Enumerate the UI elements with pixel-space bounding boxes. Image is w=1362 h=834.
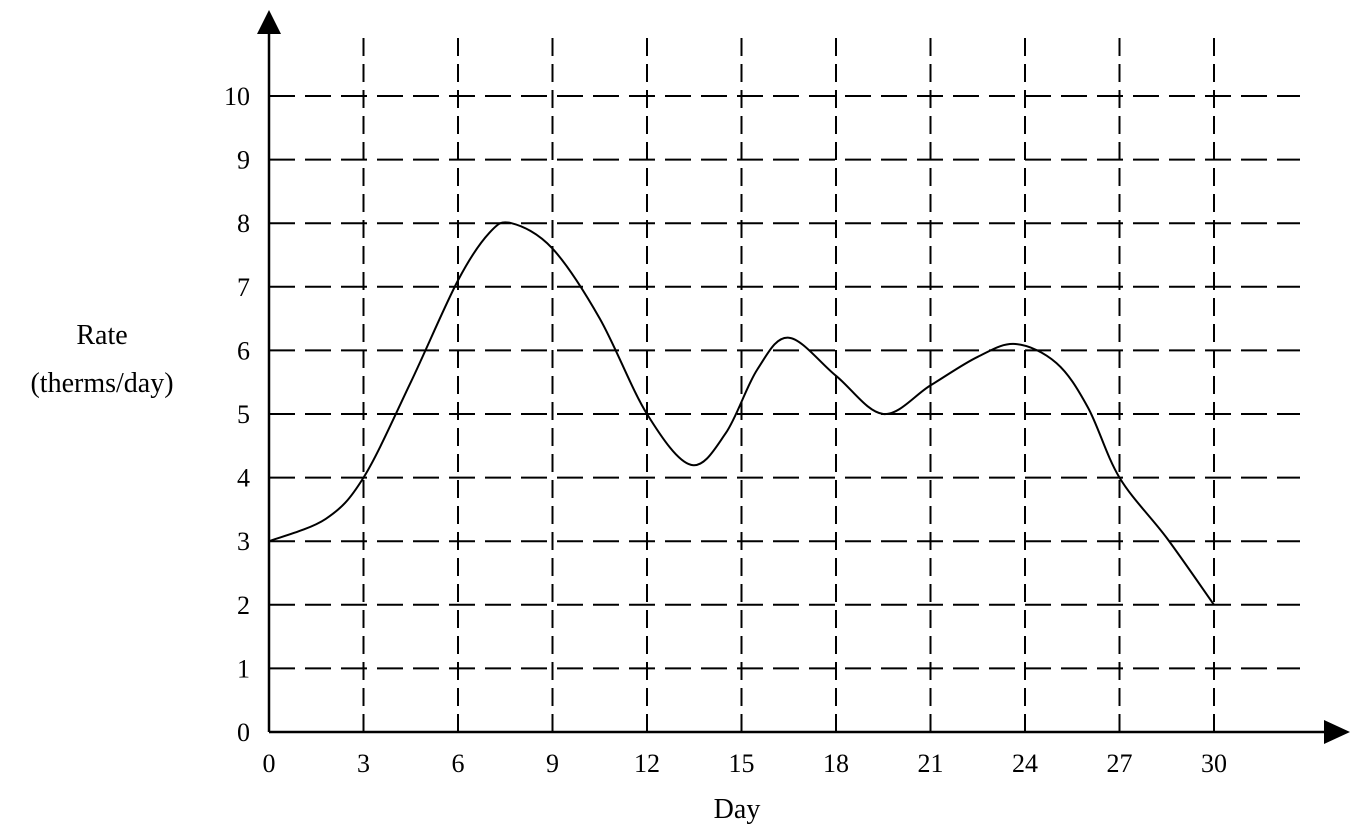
x-tick-label-9: 9	[546, 749, 559, 778]
y-tick-label-6: 6	[237, 336, 250, 365]
y-axis-title-line-1: Rate	[76, 320, 127, 351]
x-tick-label-21: 21	[918, 749, 944, 778]
y-tick-label-4: 4	[237, 464, 250, 493]
gridlines	[269, 38, 1300, 732]
y-tick-label-5: 5	[237, 400, 250, 429]
x-tick-label-27: 27	[1107, 749, 1133, 778]
y-tick-label-1: 1	[237, 654, 250, 683]
y-tick-label-10: 10	[224, 82, 250, 111]
x-tick-label-30: 30	[1201, 749, 1227, 778]
x-axis-arrowhead	[1324, 720, 1350, 744]
x-tick-label-3: 3	[357, 749, 370, 778]
x-tick-label-12: 12	[634, 749, 660, 778]
y-axis-arrowhead	[257, 10, 281, 34]
y-tick-label-3: 3	[237, 527, 250, 556]
y-tick-label-9: 9	[237, 146, 250, 175]
rate-curve	[268, 221, 1215, 606]
y-tick-label-7: 7	[237, 273, 250, 302]
y-tick-label-2: 2	[237, 591, 250, 620]
x-tick-label-18: 18	[823, 749, 849, 778]
x-tick-label-0: 0	[263, 749, 276, 778]
axes	[257, 10, 1350, 744]
y-tick-label-0: 0	[237, 718, 250, 747]
y-tick-label-8: 8	[237, 209, 250, 238]
x-tick-label-15: 15	[729, 749, 755, 778]
y-axis-title-line-2: (therms/day)	[30, 368, 173, 399]
x-axis-title: Day	[714, 794, 761, 825]
x-tick-label-6: 6	[452, 749, 465, 778]
x-tick-label-24: 24	[1012, 749, 1038, 778]
